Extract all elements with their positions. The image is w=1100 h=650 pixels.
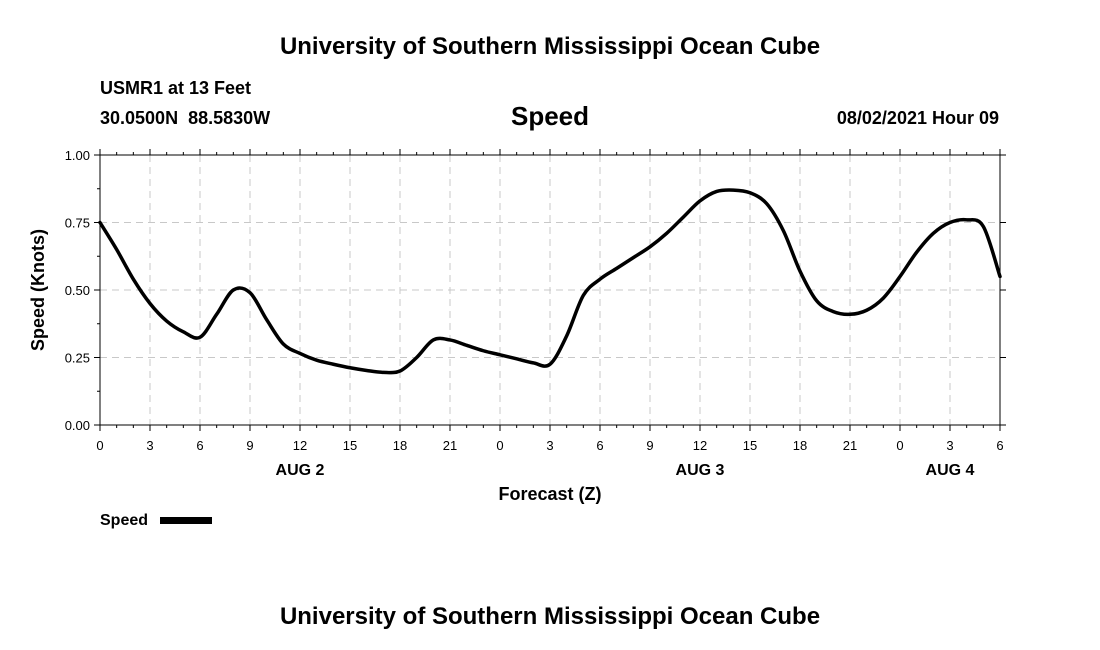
day-label: AUG 4 xyxy=(926,462,975,479)
x-tick-label: 21 xyxy=(443,438,457,453)
x-tick-label: 6 xyxy=(196,438,203,453)
station-label: USMR1 at 13 Feet xyxy=(100,78,251,98)
issued-time: 08/02/2021 Hour 09 xyxy=(837,108,999,128)
legend-label: Speed xyxy=(100,512,148,529)
legend-swatch xyxy=(160,517,212,524)
x-tick-label: 3 xyxy=(546,438,553,453)
grid-lines xyxy=(100,155,1000,425)
y-tick-label: 0.75 xyxy=(65,216,90,231)
x-tick-label: 12 xyxy=(293,438,307,453)
day-labels: AUG 2 AUG 3 AUG 4 xyxy=(276,462,975,479)
x-tick-label: 0 xyxy=(96,438,103,453)
x-tick-label: 3 xyxy=(946,438,953,453)
x-tick-label: 15 xyxy=(343,438,357,453)
page-title: University of Southern Mississippi Ocean… xyxy=(280,33,820,60)
series-line-speed xyxy=(98,188,1002,375)
x-tick-label: 18 xyxy=(793,438,807,453)
y-tick-label: 0.00 xyxy=(65,418,90,433)
x-tick-label: 15 xyxy=(743,438,757,453)
x-tick-label: 9 xyxy=(646,438,653,453)
y-axis: 0.00 0.25 0.50 0.75 1.00 xyxy=(65,148,1006,433)
y-axis-title: Speed (Knots) xyxy=(28,229,48,351)
y-tick-label: 1.00 xyxy=(65,148,90,163)
x-axis-title: Forecast (Z) xyxy=(498,484,601,504)
x-tick-label: 18 xyxy=(393,438,407,453)
x-axis: 0 3 6 9 12 15 18 21 0 3 6 9 12 15 18 21 0 3 6 xyxy=(96,149,1004,453)
legend: Speed xyxy=(100,512,212,529)
x-tick-label: 6 xyxy=(996,438,1003,453)
chart-title: Speed xyxy=(511,101,589,131)
x-tick-label: 21 xyxy=(843,438,857,453)
x-tick-label: 0 xyxy=(496,438,503,453)
x-tick-label: 3 xyxy=(146,438,153,453)
station-coords: 30.0500N 88.5830W xyxy=(100,108,270,128)
y-tick-label: 0.50 xyxy=(65,283,90,298)
y-tick-label: 0.25 xyxy=(65,351,90,366)
day-label: AUG 2 xyxy=(276,462,325,479)
x-tick-label: 0 xyxy=(896,438,903,453)
day-label: AUG 3 xyxy=(676,462,725,479)
x-tick-label: 6 xyxy=(596,438,603,453)
footer-title: University of Southern Mississippi Ocean… xyxy=(280,603,820,630)
x-tick-label: 12 xyxy=(693,438,707,453)
x-tick-label: 9 xyxy=(246,438,253,453)
